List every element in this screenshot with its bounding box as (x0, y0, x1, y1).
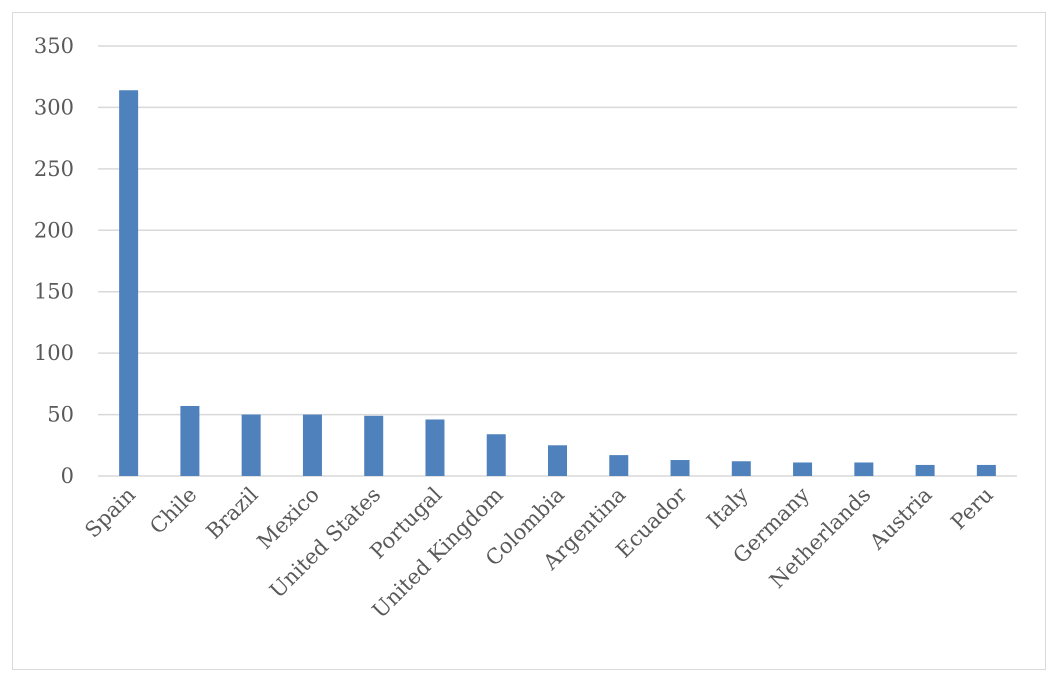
y-tick-label: 50 (47, 403, 74, 427)
bar (302, 414, 322, 476)
x-tick-label: Spain (80, 483, 140, 543)
grid-lines (98, 45, 1017, 477)
bar (364, 415, 384, 476)
x-tick-label: Chile (145, 483, 201, 539)
bar-series (119, 90, 996, 476)
y-axis-tick-labels: 0 50 100 150 200 250 300 350 (34, 34, 74, 488)
bar (548, 445, 567, 476)
x-tick-label: United States (265, 483, 385, 603)
x-tick-label: Austria (864, 483, 936, 555)
y-tick-label: 250 (34, 157, 74, 181)
bar (119, 90, 139, 476)
bar (609, 455, 629, 476)
bar (854, 462, 874, 476)
bar (180, 405, 200, 476)
y-tick-label: 150 (34, 280, 74, 304)
bar (731, 461, 751, 476)
chart-frame (12, 12, 1046, 670)
bar (425, 419, 445, 476)
bar (793, 462, 813, 476)
x-tick-label: Peru (946, 483, 998, 535)
y-tick-label: 0 (61, 464, 74, 488)
y-tick-label: 100 (34, 341, 74, 365)
bar (670, 460, 690, 476)
y-tick-label: 300 (34, 95, 74, 119)
y-tick-label: 350 (34, 34, 74, 58)
bar (976, 464, 996, 476)
bar (915, 464, 935, 476)
y-tick-label: 200 (34, 218, 74, 242)
bar (486, 434, 506, 476)
x-tick-label: Italy (702, 482, 753, 533)
bar (241, 414, 261, 476)
